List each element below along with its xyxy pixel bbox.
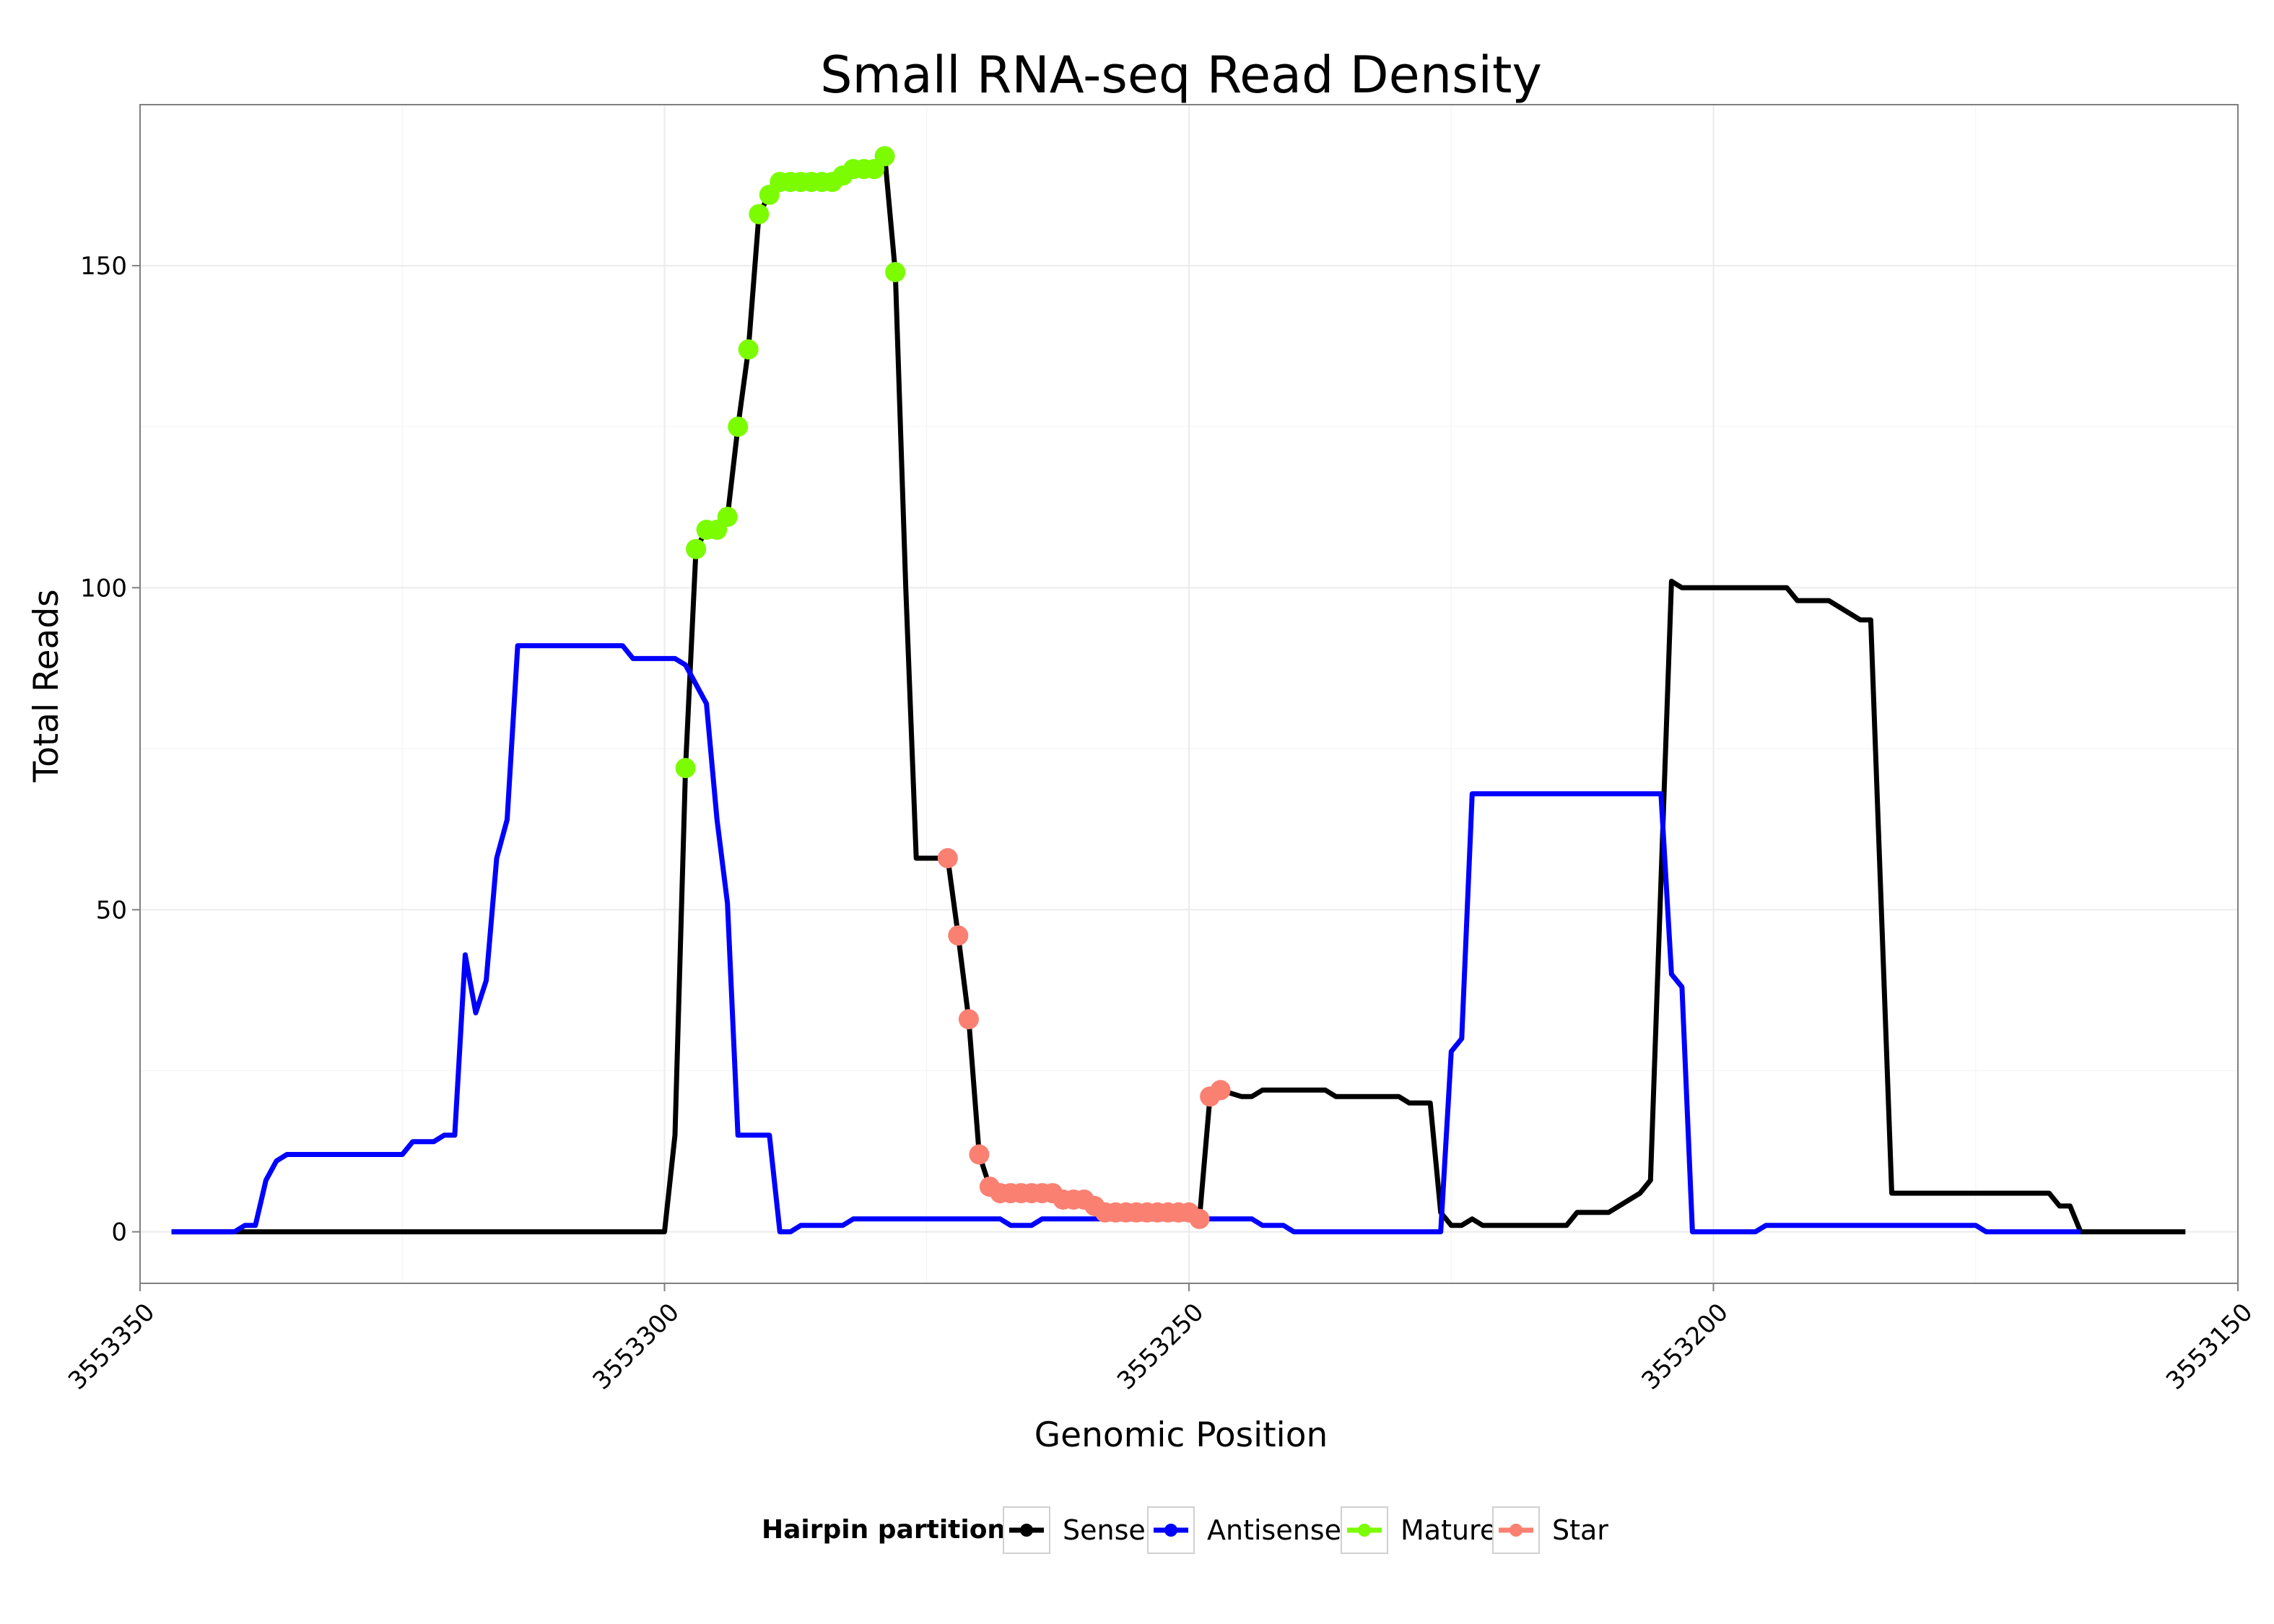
legend-title: Hairpin partition: [762, 1515, 1006, 1545]
y-axis-title: Total Reads: [27, 589, 66, 782]
data-point-star: [958, 1009, 979, 1030]
legend-label: Star: [1552, 1514, 1608, 1546]
x-axis: 3553350 3553300 3553250 3553200 3553150: [63, 1283, 2258, 1395]
data-point-mature: [675, 758, 696, 779]
legend-key-point: [1358, 1524, 1371, 1537]
y-tick-label: 50: [96, 896, 127, 925]
data-point-star: [948, 925, 969, 946]
data-point-mature: [874, 146, 895, 167]
legend-key-point: [1164, 1524, 1177, 1537]
data-point-mature: [738, 339, 759, 360]
data-point-star: [1210, 1080, 1231, 1101]
y-tick-label: 150: [80, 252, 127, 281]
legend-label: Sense: [1063, 1514, 1146, 1546]
x-tick-label: 3553150: [2161, 1298, 2258, 1395]
data-point-mature: [885, 262, 906, 282]
series-line-antisense: [171, 643, 2081, 1235]
y-axis: 0 50 100 150: [80, 252, 140, 1247]
x-tick-label: 3553200: [1636, 1298, 1733, 1395]
y-tick-label: 0: [111, 1218, 127, 1247]
legend-key-point: [1020, 1524, 1033, 1537]
data-point-mature: [749, 204, 770, 224]
x-tick-label: 3553350: [63, 1298, 160, 1395]
legend-label: Mature: [1400, 1514, 1497, 1546]
y-tick-label: 100: [80, 574, 127, 603]
data-point-mature: [686, 538, 707, 559]
series-points: [675, 146, 1231, 1229]
data-point-mature: [728, 416, 749, 437]
x-tick-label: 3553300: [587, 1298, 684, 1395]
legend: Hairpin partition Sense Antisense Mature St…: [762, 1506, 1608, 1554]
data-point-star: [969, 1144, 990, 1165]
x-tick-label: 3553250: [1112, 1298, 1209, 1395]
data-point-star: [937, 848, 958, 868]
data-point-star: [1189, 1208, 1210, 1229]
chart-title: Small RNA-seq Read Density: [820, 45, 1542, 105]
legend-key-point: [1510, 1524, 1522, 1537]
legend-label: Antisense: [1207, 1514, 1341, 1546]
data-point-mature: [717, 507, 738, 528]
x-axis-title: Genomic Position: [1034, 1415, 1328, 1455]
